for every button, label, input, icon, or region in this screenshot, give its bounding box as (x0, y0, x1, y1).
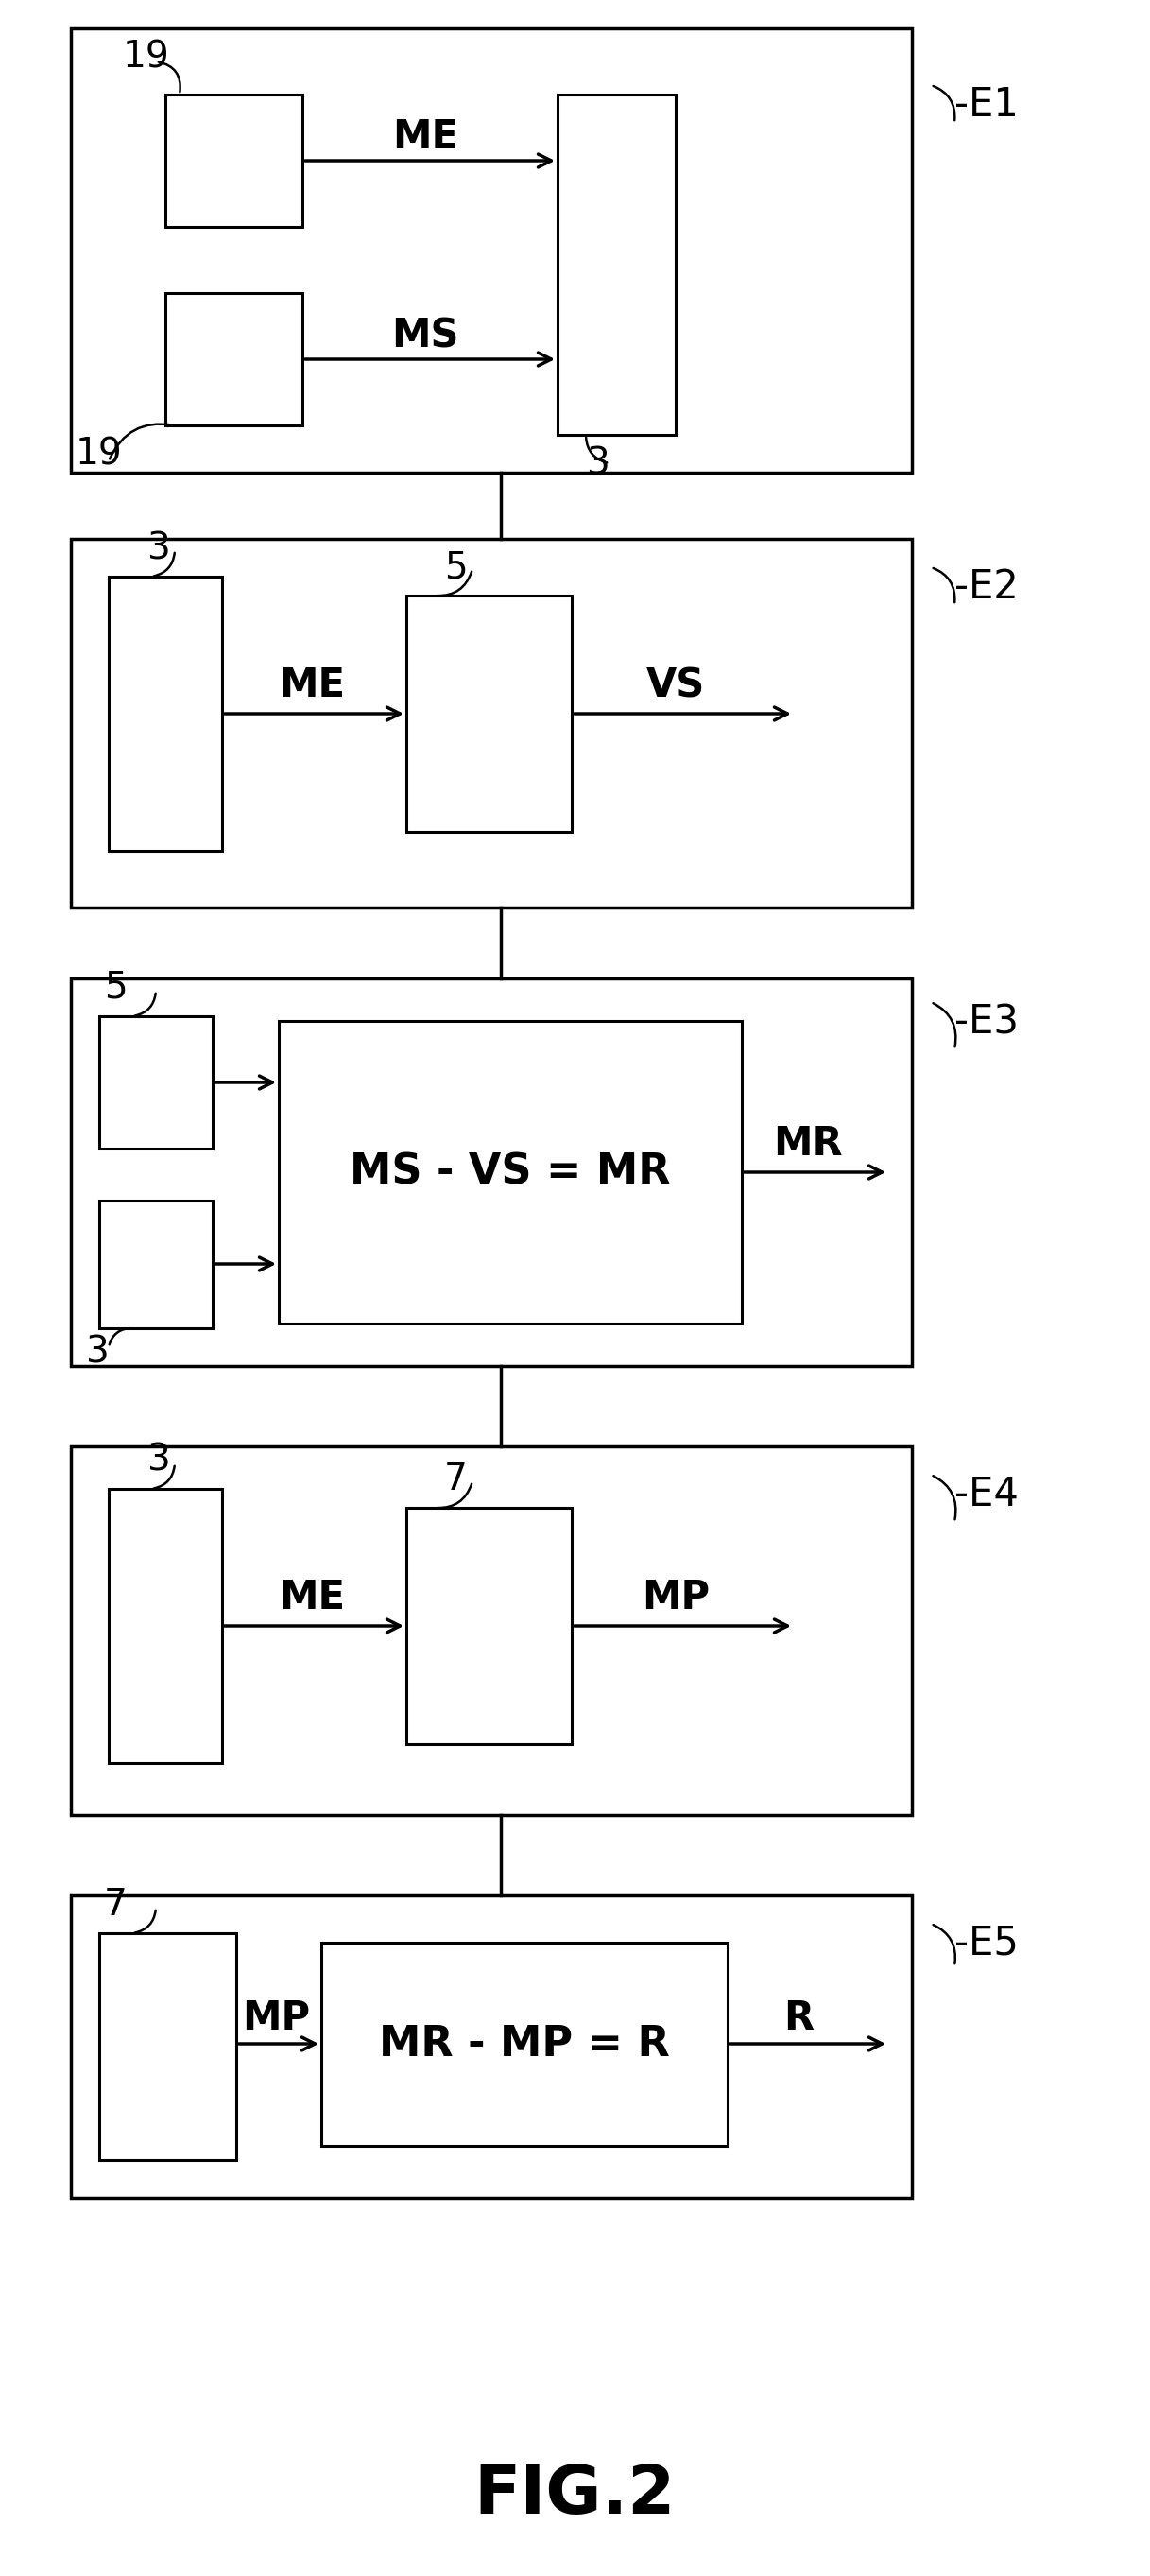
Text: MS: MS (391, 317, 459, 355)
Text: 3: 3 (146, 1443, 170, 1479)
Text: -E2: -E2 (954, 567, 1019, 608)
Text: VS: VS (646, 665, 705, 706)
Bar (278, 1020, 742, 1324)
Bar (166, 294, 302, 425)
Text: 3: 3 (146, 531, 170, 567)
Text: 19: 19 (76, 435, 123, 471)
Text: R: R (783, 1999, 814, 2038)
Text: -E3: -E3 (954, 1002, 1019, 1041)
Bar (99, 1015, 213, 1149)
Bar (71, 28, 912, 471)
Text: MP: MP (642, 1577, 710, 1618)
Text: 19: 19 (123, 39, 170, 75)
Text: -E4: -E4 (954, 1473, 1019, 1515)
Bar (99, 1200, 213, 1329)
Text: 5: 5 (444, 549, 467, 585)
Bar (108, 577, 222, 850)
Text: ME: ME (278, 1577, 345, 1618)
Bar (71, 1445, 912, 1816)
Text: 7: 7 (444, 1461, 468, 1497)
Text: MS - VS = MR: MS - VS = MR (350, 1151, 670, 1193)
Bar (406, 595, 572, 832)
Bar (71, 538, 912, 907)
Bar (99, 1932, 236, 2161)
Text: FIG.2: FIG.2 (474, 2463, 676, 2527)
Text: ME: ME (392, 118, 459, 157)
Text: MP: MP (242, 1999, 310, 2038)
Text: 3: 3 (85, 1334, 108, 1370)
Bar (71, 1896, 912, 2197)
Bar (71, 979, 912, 1365)
Text: 5: 5 (104, 971, 128, 1005)
Bar (321, 1942, 728, 2146)
Text: ME: ME (278, 665, 345, 706)
Bar (166, 95, 302, 227)
Text: 7: 7 (104, 1886, 128, 1922)
Bar (406, 1507, 572, 1744)
Text: 3: 3 (585, 446, 610, 482)
Text: -E1: -E1 (954, 85, 1019, 124)
Text: MR - MP = R: MR - MP = R (380, 2025, 669, 2063)
Text: MR: MR (773, 1123, 843, 1164)
Bar (558, 95, 676, 435)
Text: -E5: -E5 (954, 1924, 1019, 1963)
Bar (108, 1489, 222, 1762)
